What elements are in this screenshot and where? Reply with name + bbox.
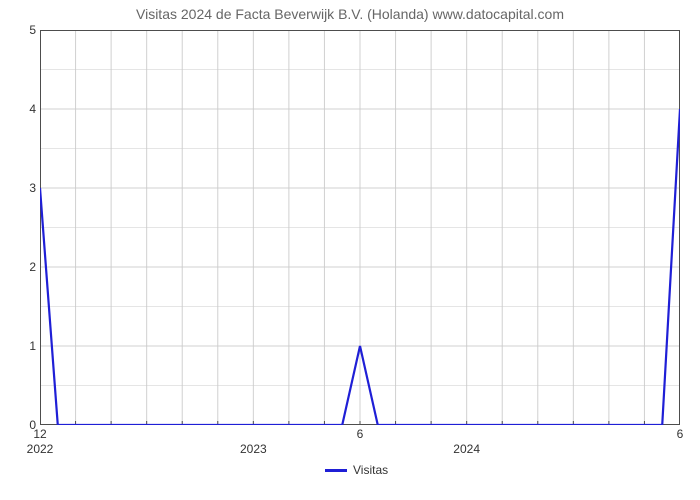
- x-minor-label: 12: [33, 427, 46, 441]
- x-year-label: 2024: [453, 442, 480, 456]
- y-tick-label: 0: [8, 418, 36, 432]
- chart-container: Visitas 2024 de Facta Beverwijk B.V. (Ho…: [0, 0, 700, 500]
- y-tick-label: 1: [8, 339, 36, 353]
- legend: Visitas: [325, 463, 388, 477]
- x-minor-label: 6: [677, 427, 684, 441]
- y-tick-label: 5: [8, 23, 36, 37]
- y-tick-label: 3: [8, 181, 36, 195]
- y-tick-label: 4: [8, 102, 36, 116]
- x-year-label: 2023: [240, 442, 267, 456]
- x-minor-label: 6: [357, 427, 364, 441]
- chart-title: Visitas 2024 de Facta Beverwijk B.V. (Ho…: [0, 6, 700, 22]
- y-tick-label: 2: [8, 260, 36, 274]
- chart-plot: [40, 30, 680, 425]
- legend-swatch: [325, 469, 347, 472]
- legend-label: Visitas: [353, 463, 388, 477]
- x-year-label: 2022: [27, 442, 54, 456]
